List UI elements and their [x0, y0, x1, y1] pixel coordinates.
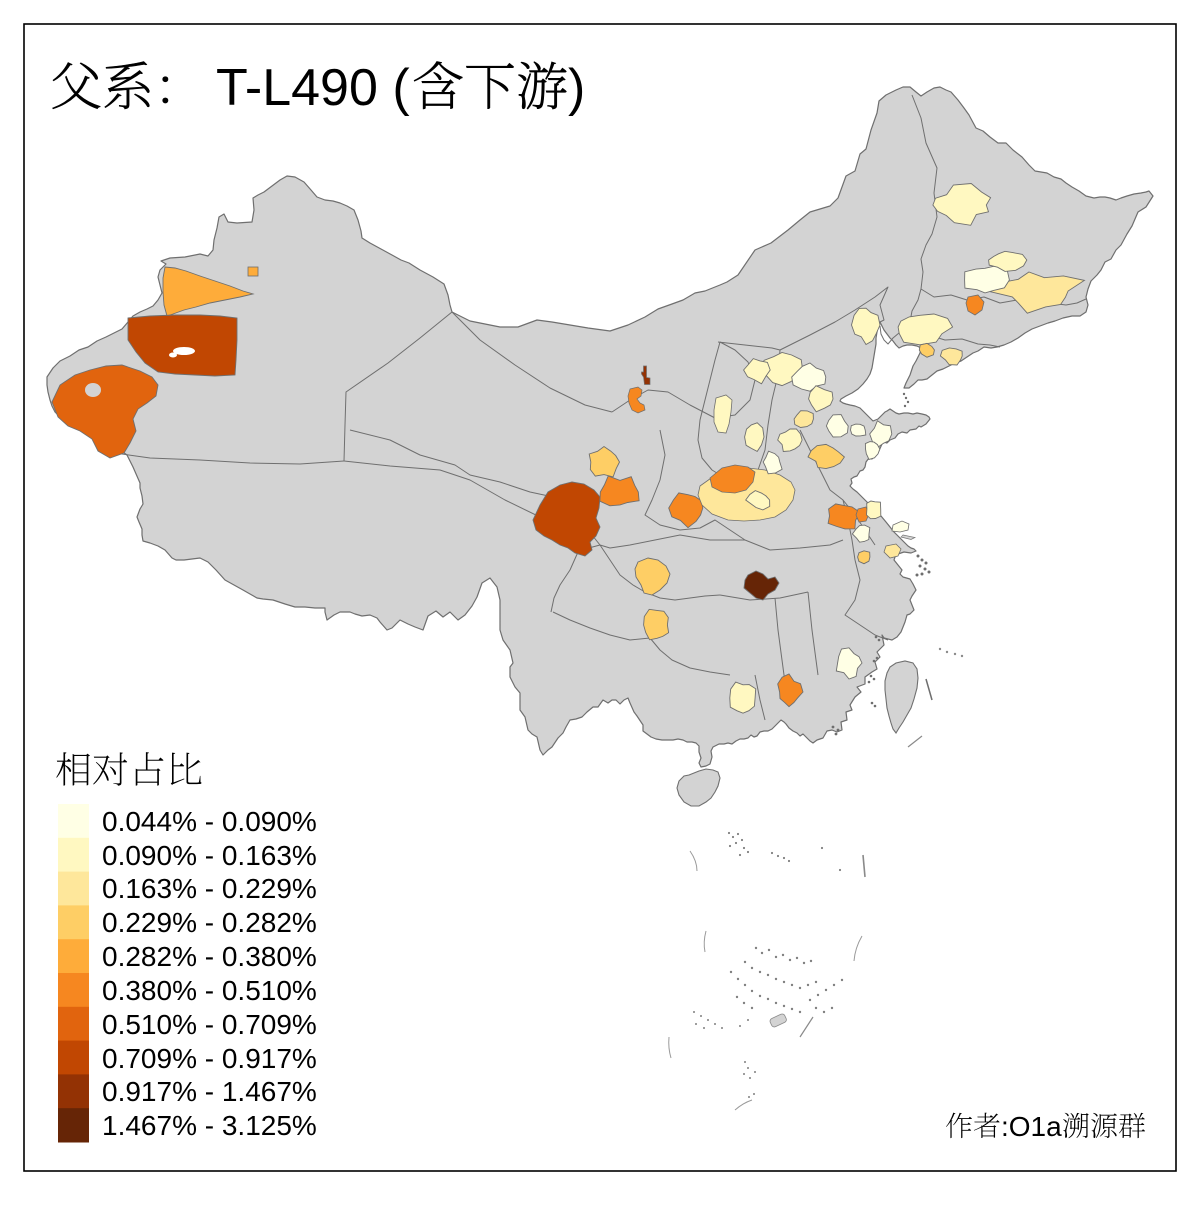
svg-text:0.380% - 0.510%: 0.380% - 0.510% — [102, 975, 317, 1006]
svg-text:0.709% - 0.917%: 0.709% - 0.917% — [102, 1043, 317, 1074]
svg-text:0.282% - 0.380%: 0.282% - 0.380% — [102, 941, 317, 972]
svg-text:): ) — [568, 59, 585, 117]
svg-text::O1a: :O1a — [1001, 1111, 1062, 1142]
svg-text:0.917% - 1.467%: 0.917% - 1.467% — [102, 1076, 317, 1107]
svg-text:0.229% - 0.282%: 0.229% - 0.282% — [102, 907, 317, 938]
svg-text:T-L490 (: T-L490 ( — [216, 59, 410, 117]
svg-text:1.467% - 3.125%: 1.467% - 3.125% — [102, 1110, 317, 1141]
svg-text:0.090% - 0.163%: 0.090% - 0.163% — [102, 840, 317, 871]
svg-text:0.044% - 0.090%: 0.044% - 0.090% — [102, 806, 317, 837]
svg-text:0.163% - 0.229%: 0.163% - 0.229% — [102, 873, 317, 904]
svg-text:0.510% - 0.709%: 0.510% - 0.709% — [102, 1009, 317, 1040]
